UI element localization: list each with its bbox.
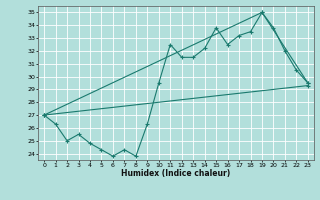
- X-axis label: Humidex (Indice chaleur): Humidex (Indice chaleur): [121, 169, 231, 178]
